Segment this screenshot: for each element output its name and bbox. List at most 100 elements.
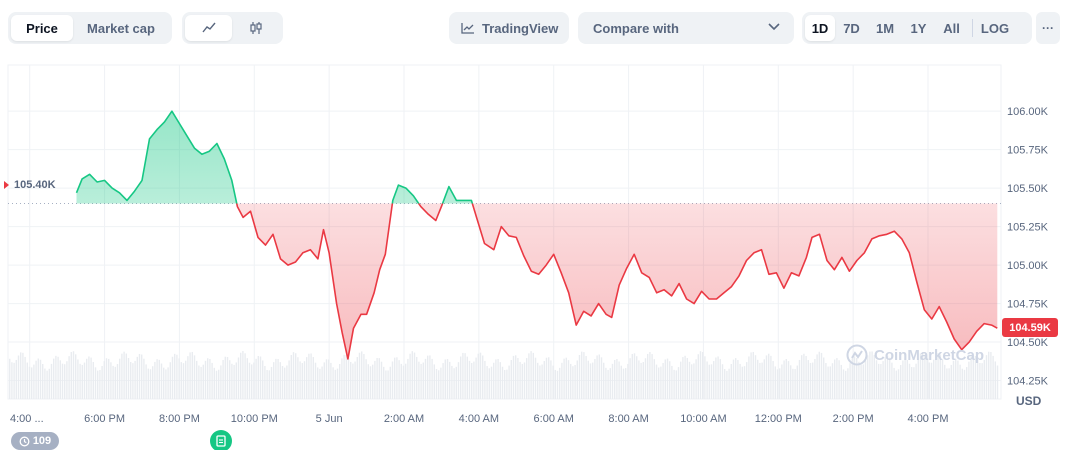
volume-bar [644,358,647,399]
log-scale-toggle[interactable]: LOG [980,20,1010,36]
compare-with-select[interactable]: Compare with [578,12,794,44]
volume-bar [460,356,462,399]
volume-bar [585,355,587,399]
volume-bar [904,358,906,399]
chevron-down-icon [768,23,780,31]
volume-bar [501,366,504,399]
volume-bar [642,362,644,399]
range-1d[interactable]: 1D [805,15,835,41]
volume-bar [966,367,968,399]
volume-bar [328,359,330,399]
volume-bar [409,353,411,399]
volume-bar [352,363,354,399]
volume-bar [354,361,356,399]
volume-bar [636,356,638,399]
document-icon [216,435,226,447]
metric-toggle: Price Market cap [8,12,172,44]
volume-bar [598,354,600,399]
market-cap-tab[interactable]: Market cap [87,20,155,36]
volume-bar [497,359,499,399]
volume-bar [823,357,825,399]
volume-bar [101,366,103,399]
volume-bar [147,368,149,399]
range-1y[interactable]: 1Y [910,20,927,36]
volume-bar [347,358,350,399]
volume-bar [94,367,97,399]
range-7d[interactable]: 7D [843,20,860,36]
volume-bar [618,361,620,399]
volume-bar [334,369,336,399]
volume-bar [787,361,790,399]
history-badge[interactable]: 109 [11,432,59,450]
volume-bar [321,366,323,399]
volume-bar [119,358,121,399]
volume-bar [110,362,112,399]
history-count: 109 [32,435,52,447]
tradingview-button[interactable]: TradingView [449,12,569,44]
volume-bar [699,351,702,399]
volume-bar [358,352,361,399]
volume-bar [790,365,792,399]
candlestick-icon[interactable] [232,15,280,41]
volume-bar [468,360,471,399]
range-1m[interactable]: 1M [875,20,895,36]
volume-bar [684,355,686,399]
price-chart[interactable]: 106.00K 105.75K 105.50K 105.25K 105.00K 104.7… [0,60,1067,450]
volume-bar [290,355,292,399]
volume-bar [526,358,528,399]
volume-bar [748,356,750,399]
volume-bar [578,355,581,399]
volume-bar [255,358,257,399]
volume-bar [922,352,924,399]
volume-bar [908,363,911,399]
volume-bar [693,363,695,399]
volume-bar [378,358,380,399]
volume-bar [149,369,152,399]
volume-bar [202,364,204,399]
volume-bar [627,363,629,399]
volume-bar [171,356,174,399]
volume-bar [365,359,367,399]
volume-bar [717,356,719,399]
volume-bar [801,355,803,399]
volume-bar [675,370,677,399]
volume-bar [891,362,893,399]
price-chart-svg: 106.00K 105.75K 105.50K 105.25K 105.00K 104.7… [7,64,1049,425]
volume-bar [532,352,534,399]
volume-bar [31,367,33,399]
price-tab[interactable]: Price [11,15,73,41]
volume-bar [589,363,592,399]
volume-bar [92,362,94,399]
more-options-button[interactable]: ··· [1036,12,1060,44]
volume-bar [50,363,53,399]
volume-bar [541,364,543,399]
volume-bar [262,360,264,399]
volume-bar [308,353,310,399]
volume-bar [158,359,160,399]
coinmarketcap-watermark: CoinMarketCap [846,344,984,366]
volume-bar [996,365,999,399]
volume-bar [807,360,809,399]
volume-bar [33,364,35,399]
area-below-baseline [236,203,998,359]
volume-bar [570,363,572,399]
volume-bar [207,358,209,399]
volume-bar [70,352,72,399]
line-chart-icon[interactable] [185,15,232,41]
x-tick-label: 12:00 PM [755,413,802,425]
volume-bar [653,359,655,399]
volume-bar [719,359,721,399]
volume-bar [673,369,675,399]
more-dots-icon: ··· [1042,21,1054,35]
volume-bar [174,353,176,399]
x-tick-label: 4:00 ... [10,413,44,425]
volume-bar [301,363,303,399]
x-tick-label: 6:00 AM [534,413,574,425]
volume-bar [545,357,548,399]
volume-bar [350,361,352,399]
volume-bar [424,358,427,399]
volume-bar [750,352,752,399]
range-all[interactable]: All [943,20,960,36]
volume-bar [765,355,768,399]
news-badge[interactable] [210,430,232,450]
